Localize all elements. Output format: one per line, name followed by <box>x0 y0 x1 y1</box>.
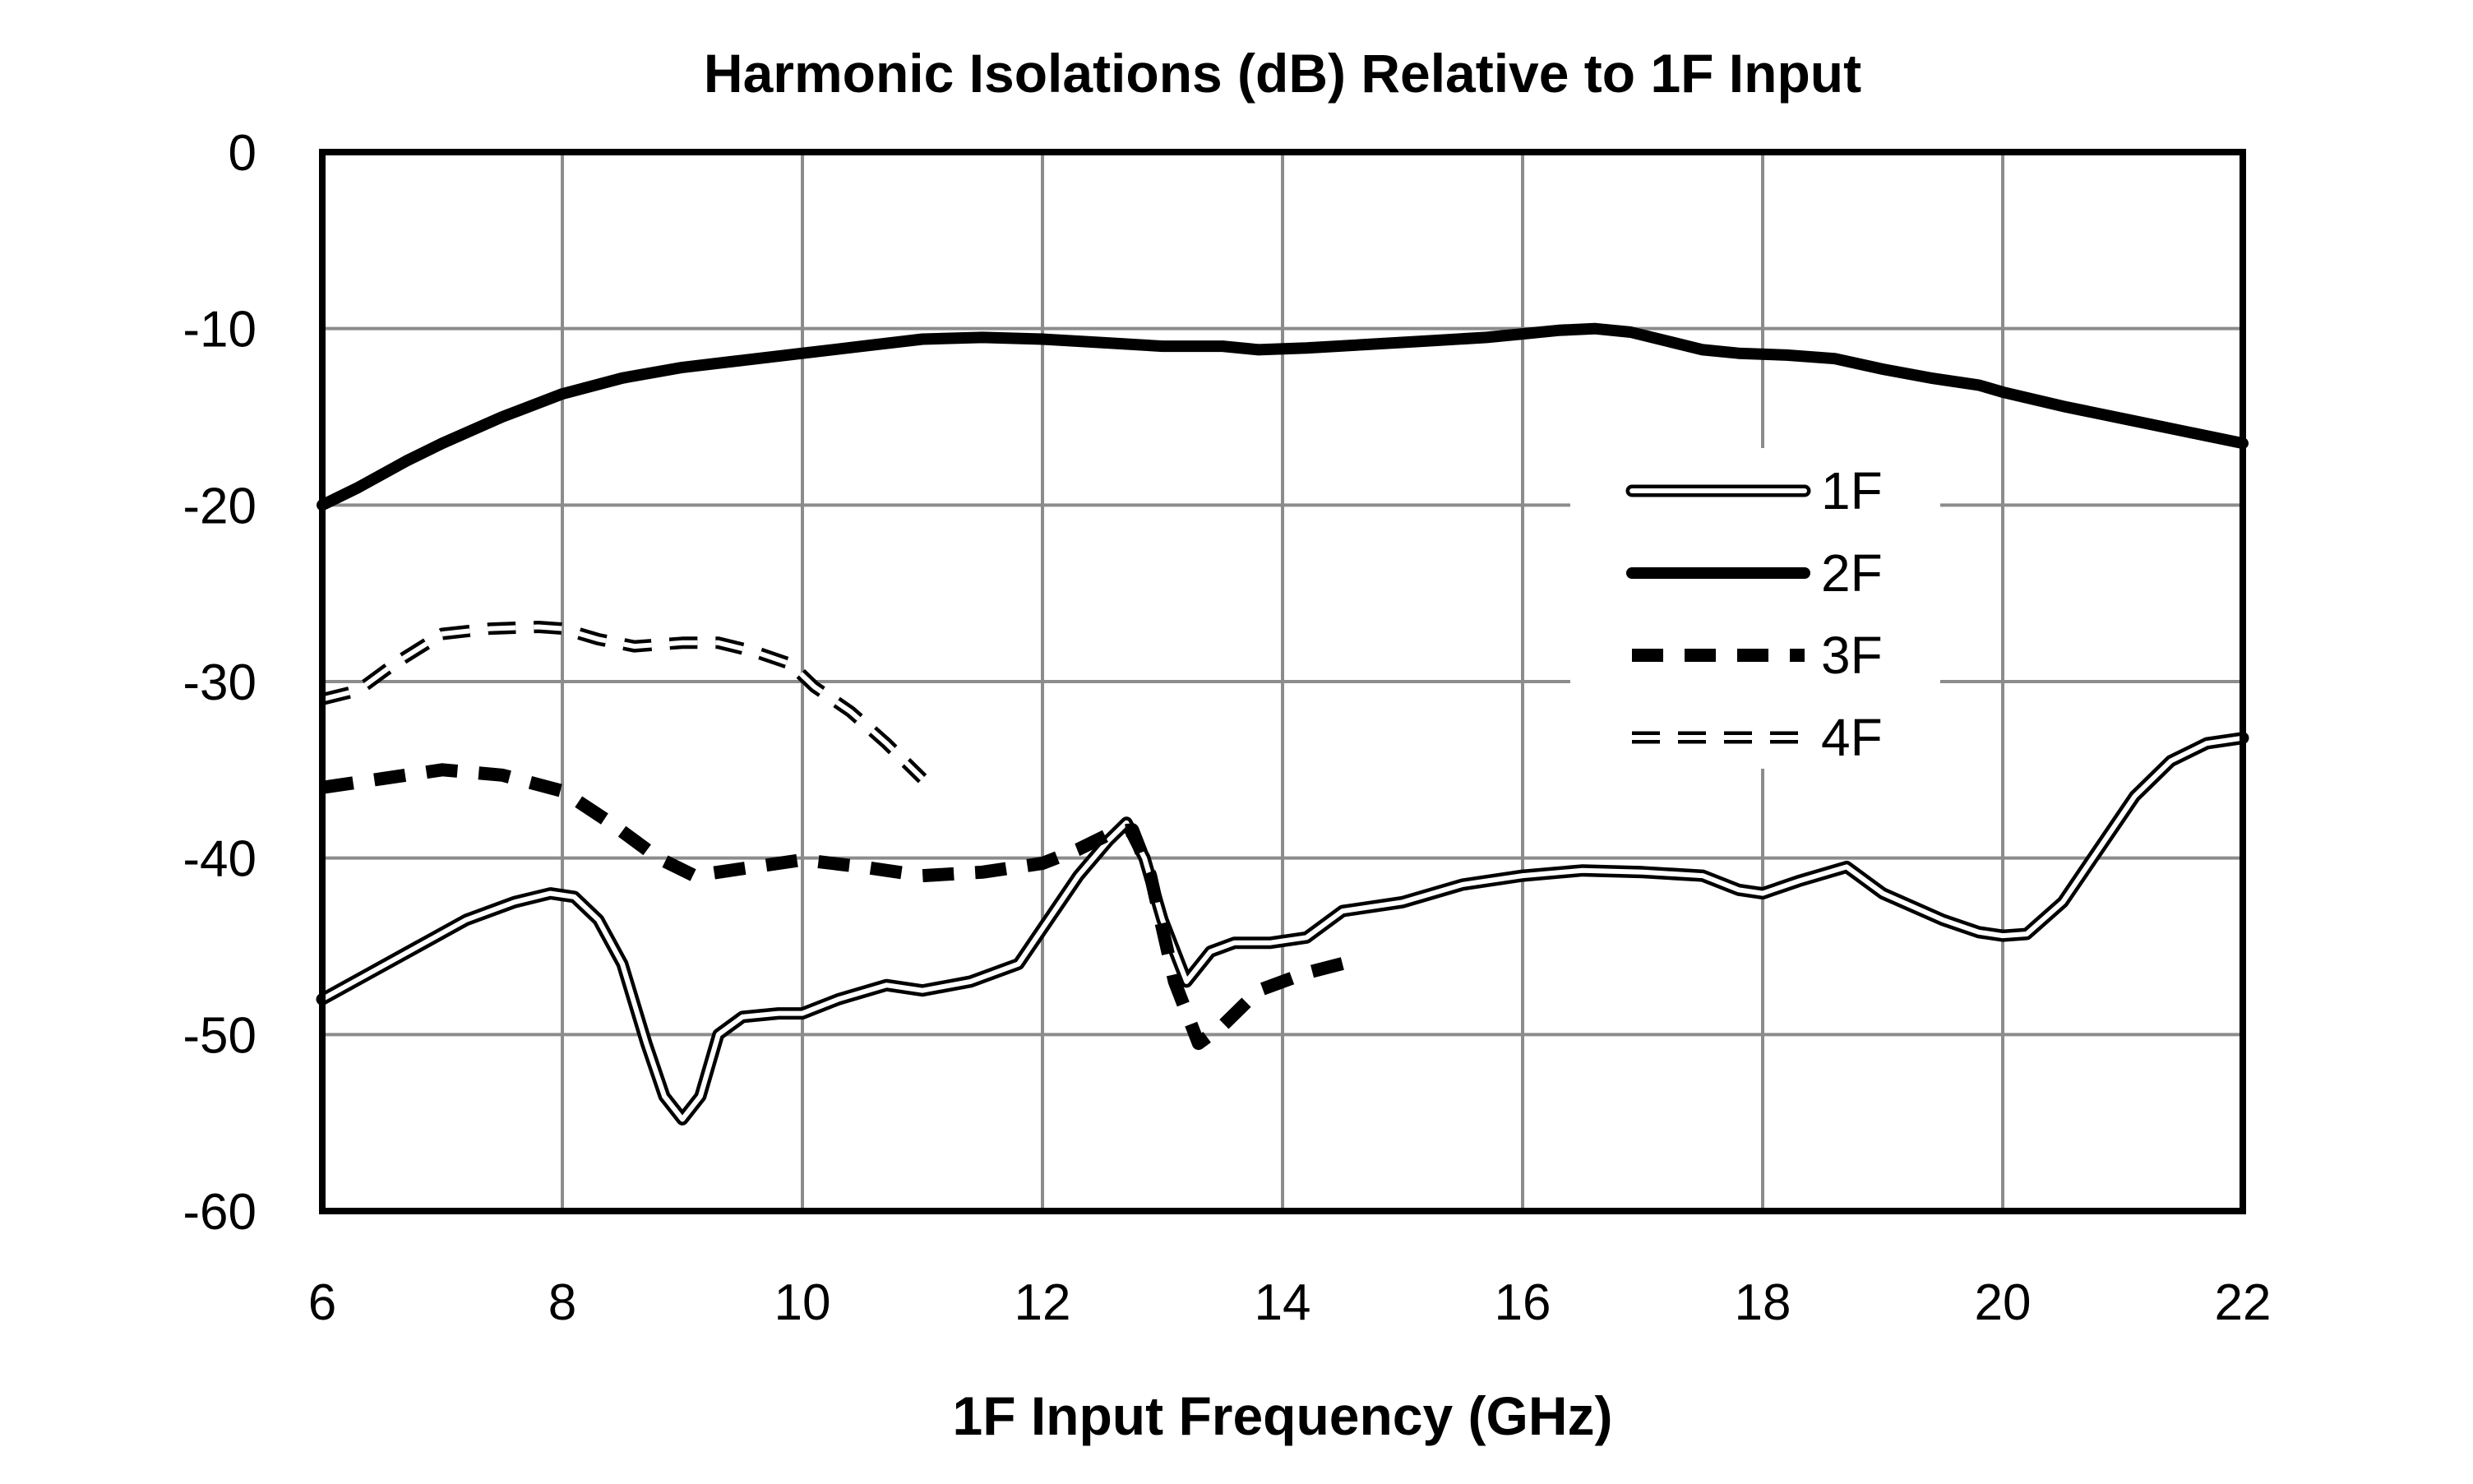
x-tick-label: 14 <box>1255 1274 1311 1331</box>
legend-box <box>1570 448 1940 769</box>
legend-item-4f: 4F <box>1632 708 1883 767</box>
legend-label: 3F <box>1821 626 1883 685</box>
series-line-3f <box>321 763 1357 1051</box>
series-line-4f <box>321 624 925 781</box>
legend-item-2f: 2F <box>1626 543 1883 603</box>
x-tick-label: 6 <box>308 1274 336 1331</box>
y-tick-label: -50 <box>183 1007 257 1064</box>
x-tick-label: 12 <box>1015 1274 1071 1331</box>
legend-label: 2F <box>1821 543 1883 603</box>
series-1f <box>316 732 2249 1126</box>
x-tick-label: 8 <box>548 1274 576 1331</box>
series-line-1f <box>320 735 2245 1122</box>
x-tick-label: 20 <box>1975 1274 2032 1331</box>
chart-title: Harmonic Isolations (dB) Relative to 1F … <box>704 43 1861 104</box>
y-tick-label: -20 <box>183 478 257 534</box>
y-tick-label: -60 <box>183 1184 257 1241</box>
legend: 1F 2F 3F 4F <box>1570 448 1940 769</box>
y-tick-label: -40 <box>183 831 257 888</box>
x-tick-label: 16 <box>1495 1274 1551 1331</box>
x-tick-labels: 6 8 10 12 14 16 18 20 22 <box>308 1274 2272 1331</box>
series-4f <box>321 621 927 784</box>
x-tick-label: 22 <box>2215 1274 2272 1331</box>
series-2f <box>317 322 2249 511</box>
x-tick-label: 18 <box>1735 1274 1791 1331</box>
series-line-2f <box>317 322 2249 511</box>
legend-item-3f: 3F <box>1632 626 1883 685</box>
y-tick-label: -30 <box>183 654 257 711</box>
legend-item-1f: 1F <box>1625 461 1883 520</box>
legend-label: 4F <box>1821 708 1883 767</box>
series-3f <box>321 763 1357 1051</box>
x-axis-label: 1F Input Frequency (GHz) <box>952 1385 1612 1446</box>
y-tick-label: 0 <box>229 125 257 182</box>
legend-label: 1F <box>1821 461 1883 520</box>
plot-frame <box>319 149 2246 1214</box>
x-tick-label: 10 <box>774 1274 831 1331</box>
series-layer <box>316 322 2249 1126</box>
y-tick-label: -10 <box>183 302 257 358</box>
y-tick-labels: 0 -10 -20 -30 -40 -50 -60 <box>183 125 257 1241</box>
